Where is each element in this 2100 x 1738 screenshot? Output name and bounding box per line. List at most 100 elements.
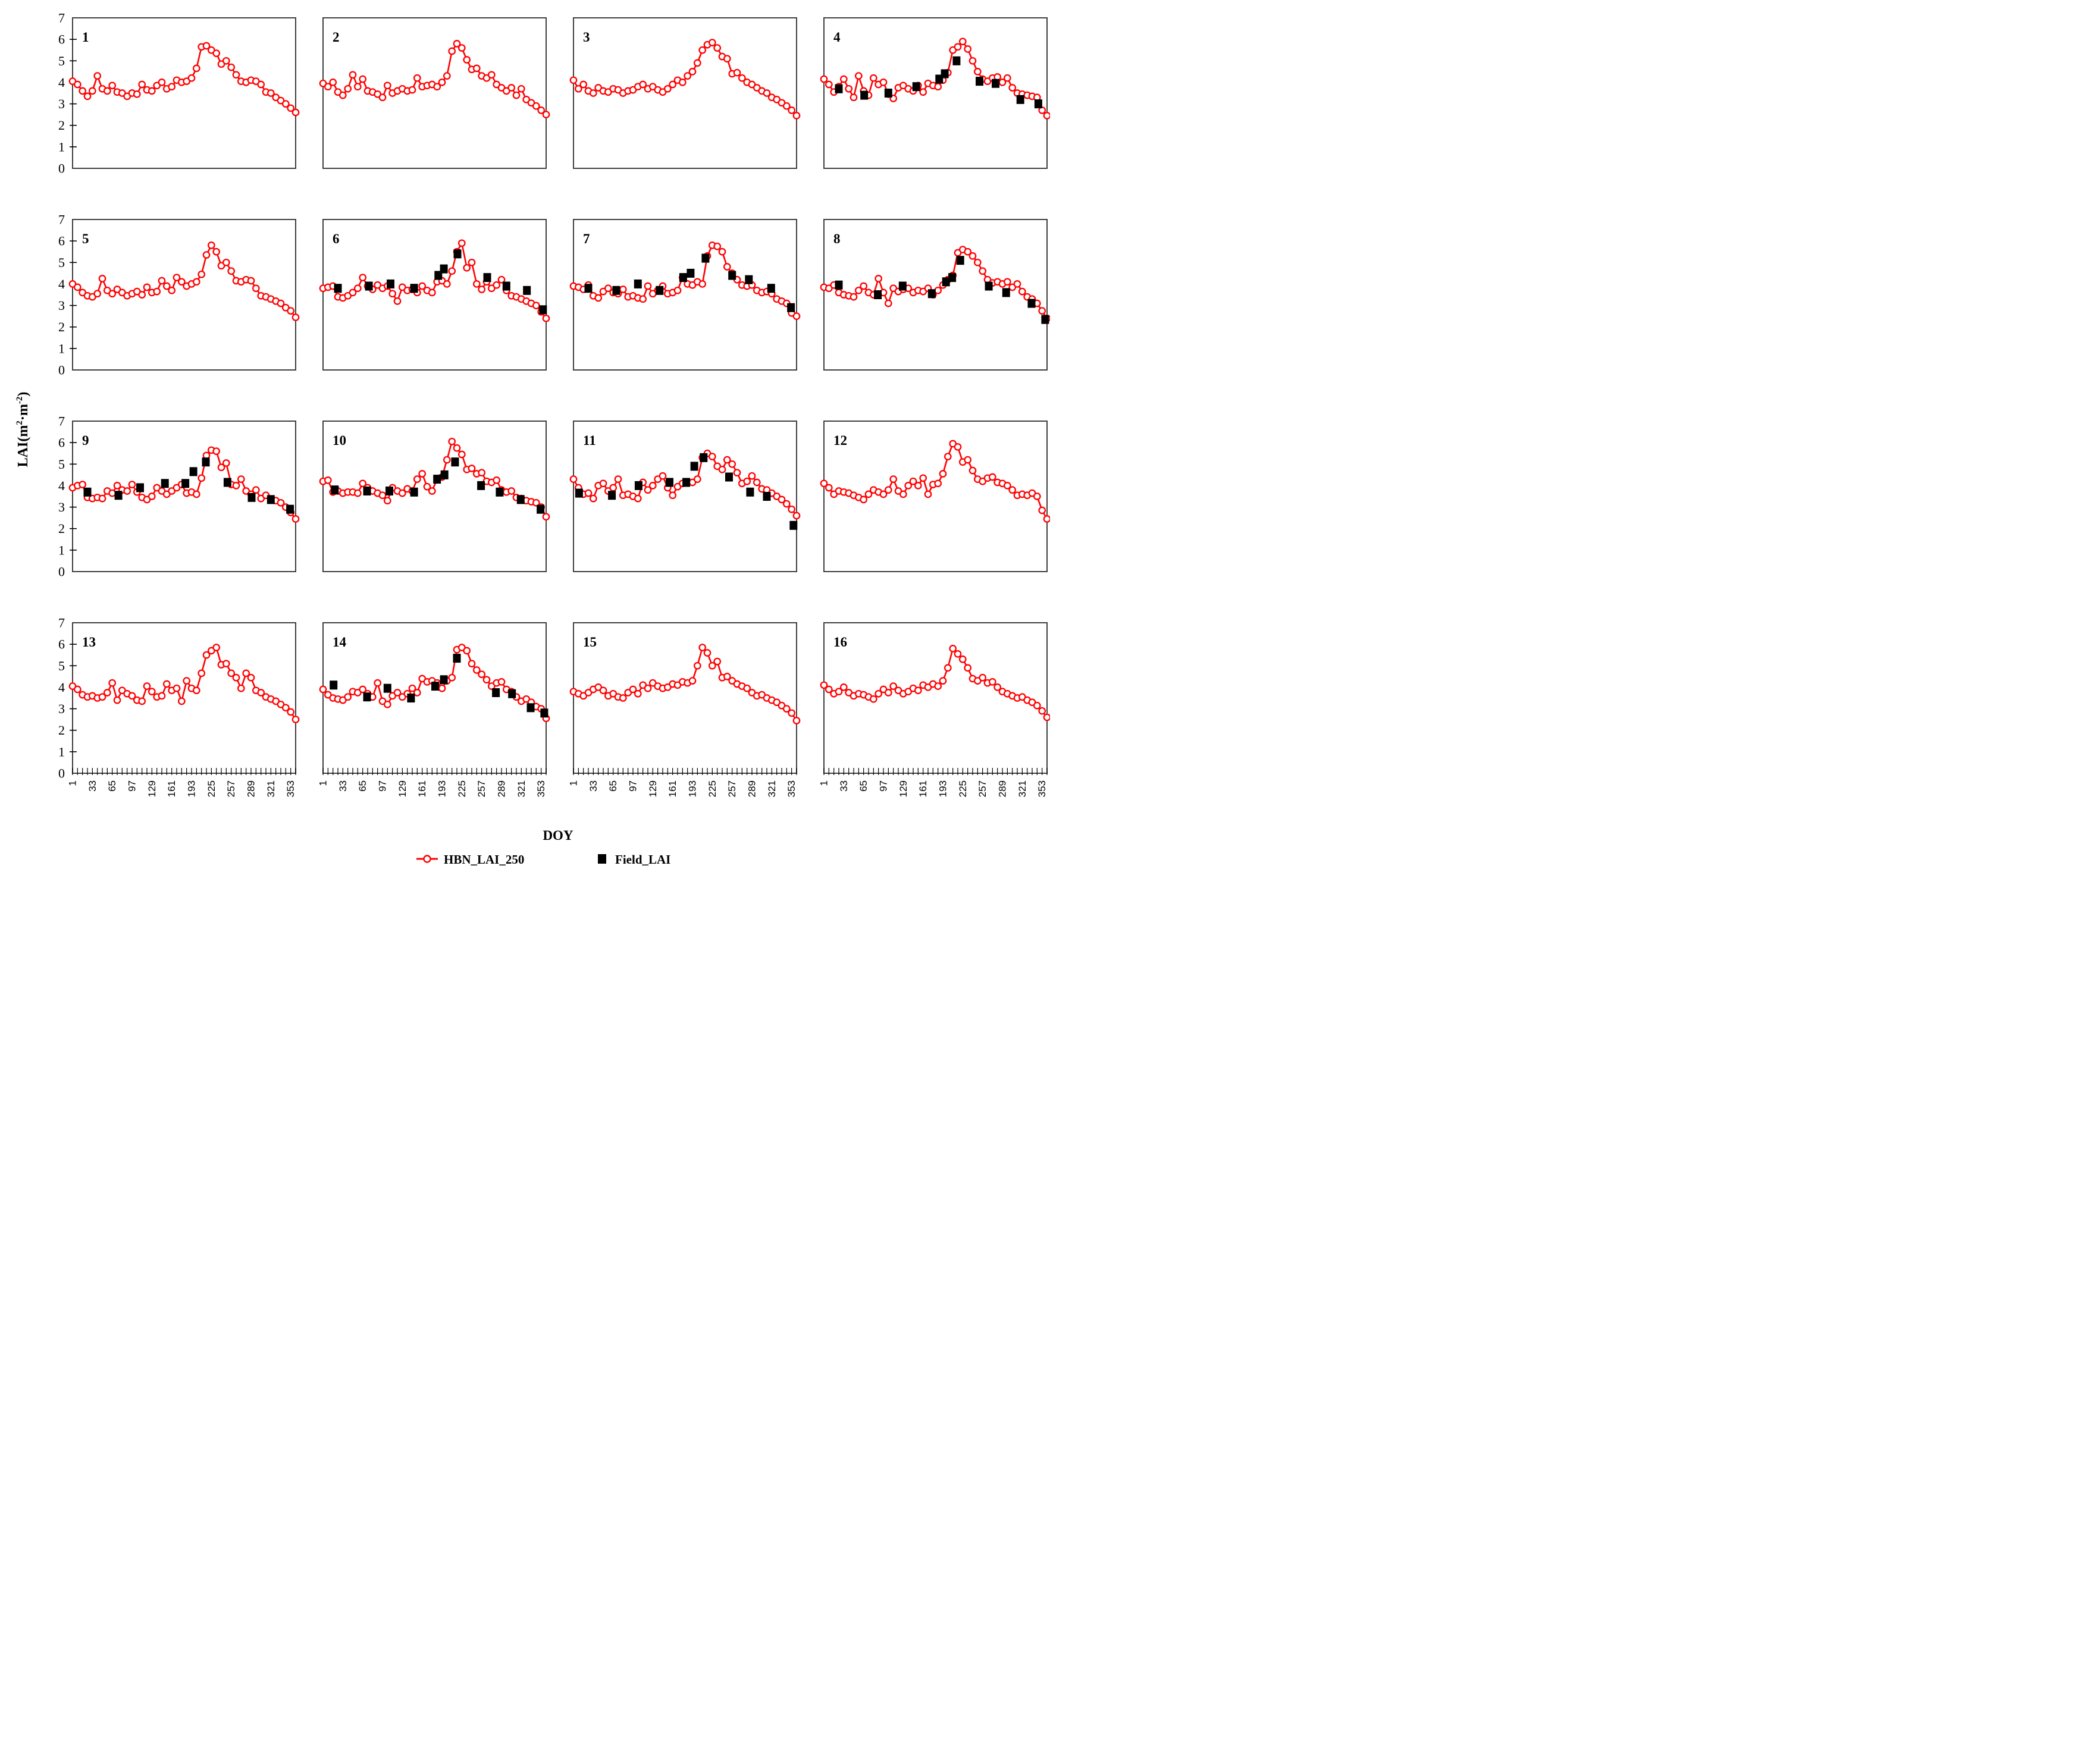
hbn-marker (453, 40, 461, 48)
field-marker (1041, 315, 1049, 324)
field-marker (330, 680, 338, 690)
y-tick-label: 5 (58, 54, 65, 68)
hbn-marker (728, 460, 736, 468)
hbn-marker (443, 280, 451, 288)
hbn-marker (673, 286, 682, 294)
hbn-marker (609, 484, 618, 492)
field-marker (942, 277, 950, 287)
field-marker (383, 683, 391, 693)
hbn-marker (934, 479, 942, 488)
x-tick-label: 353 (1036, 780, 1048, 797)
hbn-marker (103, 87, 111, 95)
x-tick-label: 161 (917, 780, 929, 797)
hbn-marker (148, 688, 156, 696)
hbn-marker (468, 465, 476, 472)
hbn-marker (252, 284, 260, 293)
panel-7: 7 (569, 219, 801, 371)
hbn-marker (281, 704, 290, 712)
hbn-marker (542, 513, 550, 521)
x-tick-label: 257 (977, 780, 988, 797)
hbn-marker (277, 299, 285, 308)
y-tick-label: 7 (58, 414, 65, 429)
x-tick-label: 193 (437, 780, 448, 797)
hbn-marker (869, 74, 877, 82)
hbn-marker (353, 284, 362, 293)
hbn-marker (202, 251, 211, 259)
y-tick-label: 0 (58, 766, 65, 781)
hbn-marker (237, 684, 245, 692)
hbn-marker (698, 280, 707, 288)
hbn-marker (914, 686, 922, 695)
field-marker (679, 273, 687, 283)
hbn-marker (584, 489, 593, 497)
hbn-marker (158, 692, 166, 700)
x-tick-label: 257 (225, 780, 237, 797)
hbn-marker (329, 79, 337, 86)
field-marker (835, 280, 843, 290)
hbn-marker (98, 275, 106, 283)
hbn-marker (884, 689, 892, 697)
hbn-marker (443, 456, 451, 464)
hbn-marker (393, 297, 402, 305)
hbn-marker (393, 689, 402, 697)
hbn-marker (958, 655, 967, 663)
hbn-marker (148, 492, 156, 500)
x-tick-label: 33 (588, 780, 599, 792)
hbn-marker (232, 482, 240, 490)
field-marker (634, 279, 642, 288)
hbn-marker (198, 474, 206, 482)
field-marker (496, 487, 504, 497)
hbn-marker (457, 450, 466, 459)
hbn-marker (860, 282, 868, 290)
hbn-marker (162, 680, 171, 688)
field-marker (927, 289, 936, 299)
hbn-marker (599, 479, 607, 488)
panel-8: 8 (820, 219, 1051, 371)
hbn-marker (718, 465, 726, 473)
hbn-marker (138, 697, 146, 705)
hbn-marker (428, 487, 436, 495)
legend-hbn-circle-icon (423, 855, 431, 863)
hbn-marker (113, 482, 121, 490)
hbn-marker (1003, 74, 1011, 82)
x-tick-label: 65 (858, 780, 869, 792)
hbn-marker (128, 481, 136, 488)
hbn-marker (708, 39, 716, 46)
hbn-marker (723, 673, 731, 680)
hbn-marker (237, 475, 245, 483)
hbn-marker (1033, 492, 1041, 500)
hbn-marker (684, 72, 692, 80)
hbn-marker (979, 267, 987, 275)
field-marker (540, 708, 548, 718)
hbn-marker (227, 669, 236, 677)
x-tick-label: 225 (206, 780, 217, 797)
field-marker (202, 457, 210, 467)
hbn-marker (378, 93, 387, 102)
hbn-marker (497, 678, 506, 686)
y-tick-label: 1 (58, 542, 65, 557)
field-marker (948, 273, 957, 283)
hbn-marker (919, 474, 927, 482)
field-marker (136, 483, 144, 492)
hbn-marker (639, 80, 647, 89)
hbn-marker (839, 683, 848, 691)
field-marker (787, 303, 795, 312)
hbn-marker (723, 55, 731, 63)
hbn-marker (202, 42, 211, 50)
x-tick-label: 161 (166, 780, 177, 797)
hbn-marker (542, 314, 550, 322)
x-tick-label: 97 (127, 780, 138, 792)
hbn-marker (408, 684, 416, 692)
hbn-marker (457, 44, 466, 52)
hbn-marker (378, 491, 387, 500)
x-tick-label: 257 (726, 780, 738, 797)
hbn-marker (792, 312, 801, 320)
hbn-marker (324, 83, 332, 91)
hbn-marker (423, 482, 431, 491)
hbn-marker (854, 72, 863, 80)
hbn-marker (532, 102, 540, 110)
hbn-marker (850, 93, 858, 102)
panel-number: 4 (833, 30, 841, 45)
hbn-marker (845, 84, 853, 93)
hbn-marker (98, 494, 106, 503)
